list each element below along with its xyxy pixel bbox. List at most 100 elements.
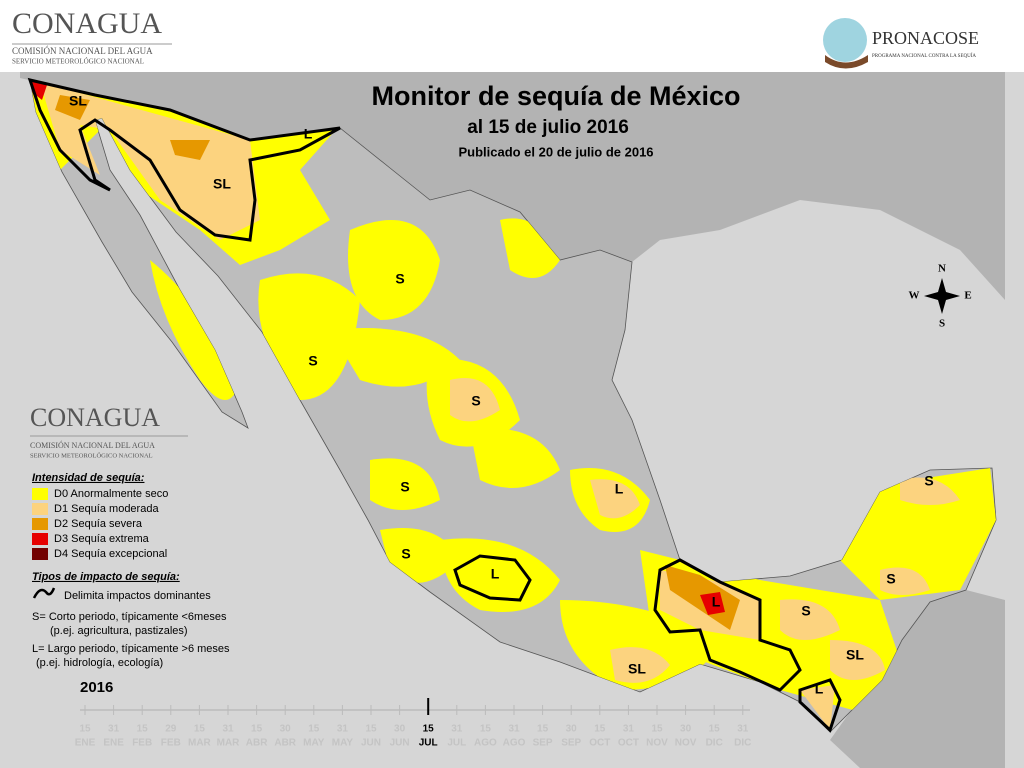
drought-area <box>450 378 500 422</box>
timeline-month: AGO <box>474 738 497 749</box>
impact-label: SL <box>846 647 864 663</box>
impact-boundaries <box>27 77 842 733</box>
drought-area <box>500 218 560 278</box>
timeline-month: JUL <box>447 738 466 749</box>
timeline-day: 15 <box>480 724 492 735</box>
timeline-month: ENE <box>103 738 124 749</box>
boundary <box>653 558 802 692</box>
impact-label: S <box>308 353 317 369</box>
usa-land <box>20 72 1005 300</box>
legend-text: (p.ej. agricultura, pastizales) <box>50 625 188 637</box>
drought-area <box>170 140 210 160</box>
drought-area <box>780 599 840 640</box>
drought-area <box>900 477 960 505</box>
impact-label: SL <box>628 661 646 677</box>
timeline-month: JUN <box>390 738 410 749</box>
drought-area <box>880 567 930 595</box>
timeline-day: 31 <box>623 724 635 735</box>
timeline-day: 15 <box>709 724 721 735</box>
impact-label: SL <box>213 176 231 192</box>
timeline-month: NOV <box>675 738 697 749</box>
drought-area <box>55 95 90 120</box>
timeline-day: 15 <box>79 724 91 735</box>
timeline-day: 15 <box>651 724 663 735</box>
logo-line: COMISIÓN NACIONAL DEL AGUA <box>30 440 155 450</box>
legend-swatch <box>32 548 48 560</box>
compass-s: S <box>939 318 945 330</box>
timeline-month: DIC <box>706 738 723 749</box>
pronacose-icon <box>823 18 867 62</box>
legend-swatch <box>32 518 48 530</box>
legend-label: D3 Sequía extrema <box>54 533 150 545</box>
pronacose-tagline: PROGRAMA NACIONAL CONTRA LA SEQUÍA <box>872 53 976 59</box>
drought-area <box>830 640 885 680</box>
legend-text: (p.ej. hidrología, ecología) <box>36 657 163 669</box>
compass-e: E <box>964 290 971 302</box>
timeline-month: SEP <box>533 738 553 749</box>
compass-rose <box>924 278 960 314</box>
logo-line: SERVICIO METEOROLÓGICO NACIONAL <box>12 58 144 66</box>
impact-label: S <box>400 479 409 495</box>
legend-title: Tipos de impacto de sequía: <box>32 571 180 583</box>
timeline-month: FEB <box>161 738 181 749</box>
drought-area <box>380 528 460 583</box>
map-title: Monitor de sequía de México <box>371 81 740 111</box>
timeline-month: MAR <box>188 738 212 749</box>
pronacose-name: PRONACOSE <box>872 28 979 48</box>
legend-swatch <box>32 503 48 515</box>
legend-label: D2 Sequía severa <box>54 518 143 530</box>
drought-area <box>348 220 440 320</box>
timeline-day: 29 <box>165 724 177 735</box>
timeline-day: 31 <box>337 724 349 735</box>
timeline-month: ABR <box>274 738 296 749</box>
timeline-day: 15 <box>365 724 377 735</box>
timeline-month: OCT <box>618 738 639 749</box>
timeline-month: JUL <box>419 738 438 749</box>
impact-label: L <box>712 594 721 610</box>
drought-area <box>700 592 725 615</box>
logo-line: COMISIÓN NACIONAL DEL AGUA <box>12 46 153 56</box>
timeline-day: 15 <box>423 724 435 735</box>
impact-label: L <box>815 681 824 697</box>
timeline-day: 15 <box>594 724 606 735</box>
impact-label: S <box>401 546 410 562</box>
logo-line: SERVICIO METEOROLÓGICO NACIONAL <box>30 451 153 459</box>
timeline-month: OCT <box>589 738 610 749</box>
timeline-day: 31 <box>508 724 520 735</box>
legend-swatch <box>32 488 48 500</box>
timeline-month: SEP <box>561 738 581 749</box>
timeline-month: MAY <box>332 738 354 749</box>
legend-label: D0 Anormalmente seco <box>54 488 168 500</box>
impact-label: L <box>615 481 624 497</box>
compass-n: N <box>938 263 946 275</box>
impact-label: L <box>304 126 313 142</box>
timeline-day: 31 <box>737 724 749 735</box>
timeline-day: 30 <box>280 724 292 735</box>
timeline-month: MAY <box>303 738 325 749</box>
timeline-day: 31 <box>222 724 234 735</box>
drought-area <box>610 647 670 683</box>
logo-name: CONAGUA <box>30 403 160 432</box>
timeline-day: 15 <box>137 724 149 735</box>
drought-area <box>440 538 560 612</box>
timeline-day: 15 <box>251 724 263 735</box>
legend-label: D1 Sequía moderada <box>54 503 159 515</box>
legend-title: Intensidad de sequía: <box>32 472 145 484</box>
timeline-month: DIC <box>734 738 751 749</box>
timeline-month: NOV <box>646 738 668 749</box>
compass: N S E W <box>909 263 972 330</box>
timeline-day: 31 <box>451 724 463 735</box>
map-published: Publicado el 20 de julio de 2016 <box>458 144 653 159</box>
central-america <box>830 560 1005 768</box>
pronacose-icon <box>825 55 868 69</box>
timeline-day: 15 <box>194 724 206 735</box>
timeline-month: AGO <box>503 738 526 749</box>
impact-label: SL <box>69 93 87 109</box>
legend-text: S= Corto periodo, típicamente <6meses <box>32 611 227 623</box>
timeline-month: ENE <box>75 738 96 749</box>
timeline: 2016 15 ENE 31 ENE 15 FEB 29 FEB 15 MAR 31 MAR 15 ABR… <box>75 679 752 749</box>
timeline-month: MAR <box>217 738 241 749</box>
impact-label: L <box>491 566 500 582</box>
